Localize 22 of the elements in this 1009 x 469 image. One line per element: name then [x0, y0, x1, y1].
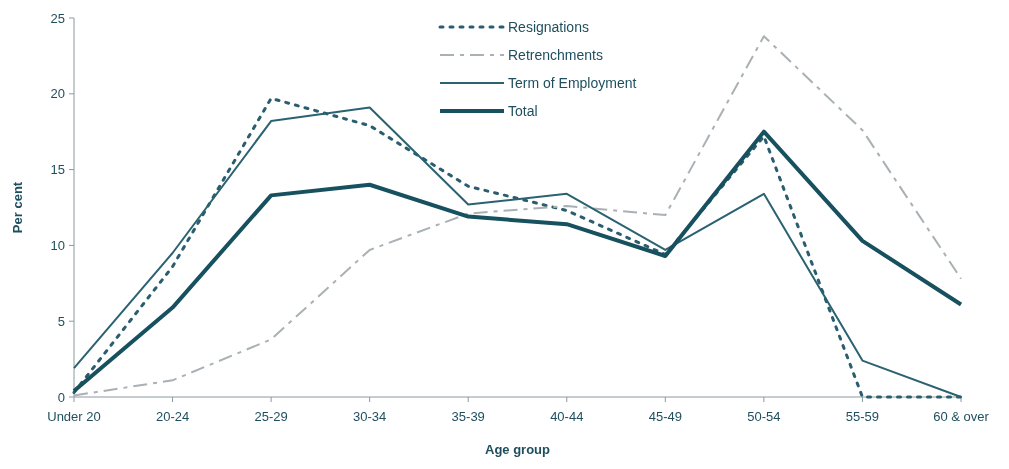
- y-tick-label: 20: [50, 86, 65, 102]
- y-tick-label: 15: [50, 162, 65, 178]
- y-tick-label: 5: [57, 313, 65, 329]
- legend-label: Term of Employment: [508, 74, 637, 91]
- legend-label: Retrenchments: [508, 46, 603, 63]
- x-tick-label: 25-29: [254, 409, 288, 424]
- y-tick-label: 0: [57, 389, 65, 405]
- x-tick-label: 20-24: [155, 409, 190, 424]
- x-tick-label: 30-34: [353, 409, 387, 424]
- x-tick-label: Under 20: [47, 409, 101, 424]
- y-tick-label: 10: [50, 237, 65, 253]
- x-axis-title: Age group: [485, 442, 551, 457]
- x-tick-label: 50-54: [747, 409, 781, 424]
- x-tick-label: 55-59: [845, 409, 880, 424]
- y-axis-title: Per cent: [10, 181, 25, 234]
- x-tick-label: 60 & over: [933, 409, 990, 424]
- legend-label: Total: [508, 102, 538, 119]
- x-tick-label: 40-44: [550, 409, 584, 424]
- y-tick-label: 25: [50, 10, 65, 26]
- x-tick-label: 45-49: [648, 409, 682, 424]
- legend-label: Resignations: [508, 18, 589, 35]
- x-tick-label: 35-39: [451, 409, 485, 424]
